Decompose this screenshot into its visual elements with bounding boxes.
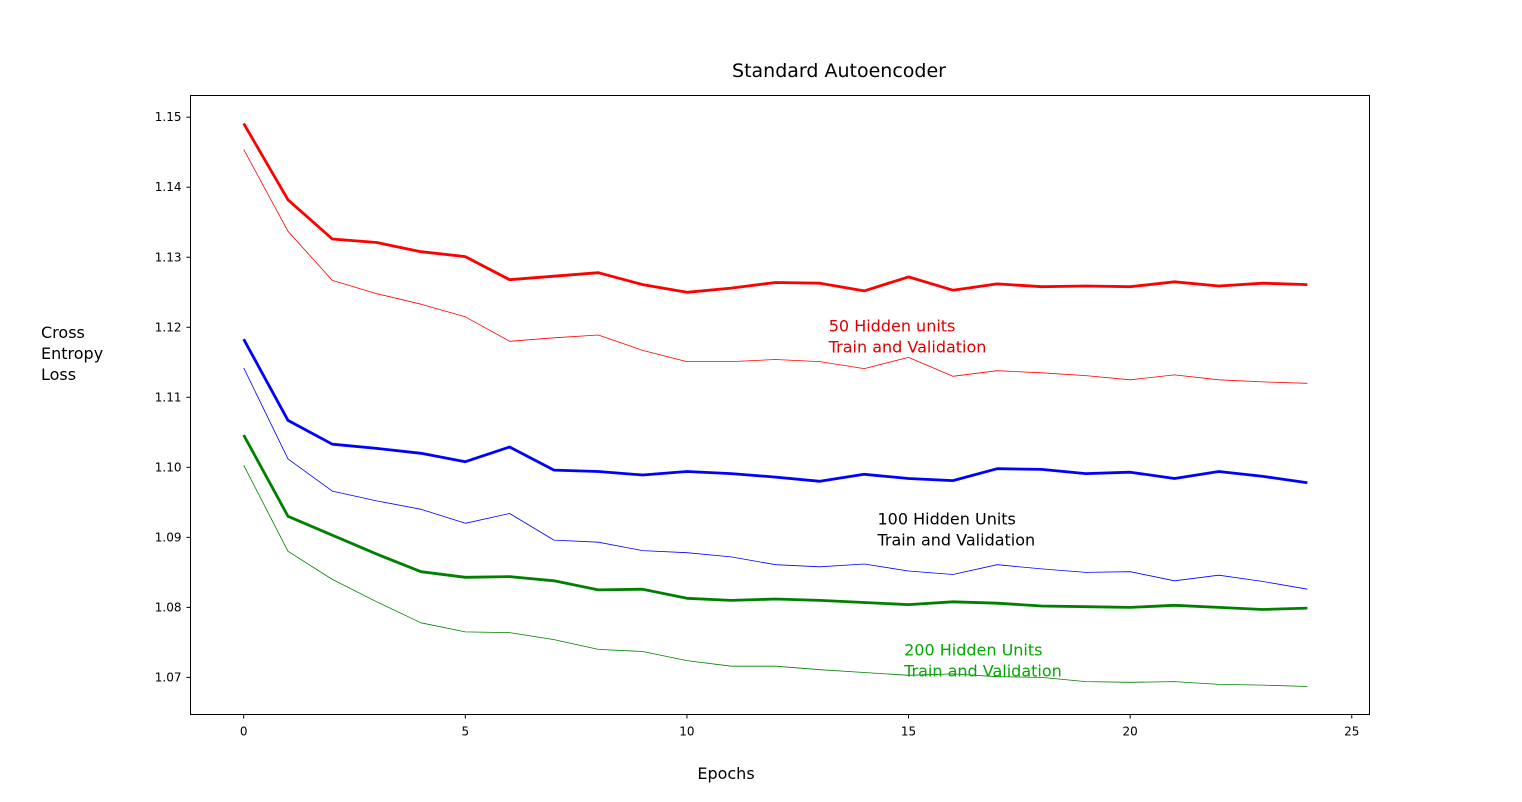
- y-tick-label: 1.12: [155, 320, 182, 334]
- annotations: 50 Hidden units Train and Validation 100 H…: [828, 316, 1062, 680]
- x-tick-label: 10: [679, 725, 694, 739]
- y-tick-label: 1.15: [155, 110, 182, 124]
- series-line-1: [243, 149, 1308, 384]
- x-tick-label: 15: [901, 725, 916, 739]
- y-tick-label: 1.09: [155, 530, 182, 544]
- x-tick-label: 25: [1344, 725, 1359, 739]
- y-axis-label-line-1: Cross: [41, 323, 85, 342]
- series-line-4: [242, 434, 1308, 611]
- annotation-1-line-0: 100 Hidden Units: [878, 510, 1016, 529]
- x-tick-label: 5: [461, 725, 469, 739]
- series-layer: [242, 122, 1308, 687]
- y-tick-label: 1.10: [155, 460, 182, 474]
- y-axis: 1.07 1.08 1.09 1.10 1.11 1.12 1.13 1.14 1.15: [155, 110, 191, 684]
- y-tick-label: 1.14: [155, 180, 182, 194]
- y-tick-label: 1.11: [155, 390, 182, 404]
- y-tick-label: 1.08: [155, 600, 182, 614]
- y-tick-label: 1.13: [155, 250, 182, 264]
- annotation-2-line-0: 200 Hidden Units: [904, 641, 1042, 660]
- annotation-0-line-1: Train and Validation: [828, 337, 987, 356]
- x-axis: 0 5 10 15 20 25: [240, 714, 1359, 739]
- x-tick-label: 0: [240, 725, 248, 739]
- y-axis-label-line-3: Loss: [41, 365, 76, 384]
- annotation-0-line-0: 50 Hidden units: [829, 316, 956, 335]
- plot-frame: [190, 95, 1370, 715]
- x-axis-label: Epochs: [697, 764, 754, 783]
- series-line-5: [243, 465, 1308, 687]
- chart-title: Standard Autoencoder: [732, 60, 946, 82]
- annotation-1-line-1: Train and Validation: [877, 531, 1036, 550]
- series-line-2: [242, 338, 1308, 485]
- annotation-2-line-1: Train and Validation: [903, 662, 1062, 681]
- y-axis-label-line-2: Entropy: [41, 344, 103, 363]
- y-tick-label: 1.07: [155, 670, 182, 684]
- series-line-3: [243, 367, 1308, 590]
- x-tick-label: 20: [1123, 725, 1138, 739]
- series-line-0: [242, 122, 1308, 294]
